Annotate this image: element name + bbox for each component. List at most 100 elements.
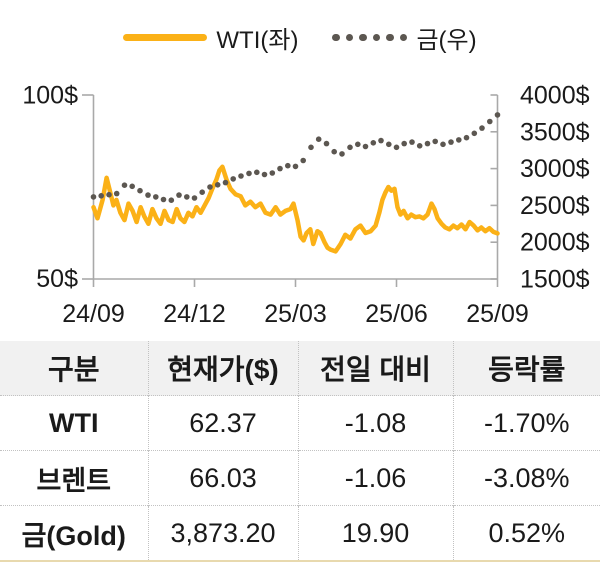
gold-dot — [168, 197, 175, 203]
gold-dot — [292, 163, 299, 170]
daily-change: -1.06 — [297, 450, 453, 506]
change-rate: 0.52% — [452, 505, 600, 561]
x-axis-label: 25/06 — [365, 300, 428, 328]
gold-dot — [339, 151, 345, 157]
table-row-wti: WTI 62.37 -1.08 -1.70% — [0, 395, 600, 451]
gold-legend-dot — [399, 33, 408, 42]
col-header-category: 구분 — [0, 341, 148, 396]
gold-dot — [129, 183, 135, 190]
current-price: 3,873.20 — [147, 505, 298, 561]
gold-legend-dot — [345, 33, 354, 42]
gold-dot — [331, 148, 338, 155]
left-axis-label-max: 100$ — [22, 82, 78, 110]
legend-item-wti: WTI(좌) — [123, 20, 298, 55]
chart-legend: WTI(좌) 금(우) — [0, 20, 600, 55]
legend-item-gold: 금(우) — [332, 20, 477, 55]
col-header-daily-change: 전일 대비 — [297, 341, 453, 396]
daily-change: -1.08 — [297, 395, 453, 451]
gold-dot — [494, 112, 501, 118]
wti-gold-chart: 100$ 50$ 4000$ 3500$ 3000$ 2500$ 2000$ 1… — [22, 82, 590, 329]
gold-dot — [246, 170, 252, 177]
right-axis-label: 4000$ — [520, 82, 590, 110]
gold-dot — [285, 162, 291, 169]
x-axis-label: 24/09 — [62, 300, 125, 328]
table-row-brent: 브렌트 66.03 -1.06 -3.08% — [0, 450, 600, 506]
gold-legend-dot — [359, 33, 367, 42]
x-axis-label: 24/12 — [163, 300, 226, 328]
gold-dot — [479, 125, 485, 131]
right-axis-label: 2000$ — [520, 229, 590, 257]
col-header-change-rate: 등락률 — [452, 341, 600, 396]
gold-dot — [401, 140, 408, 147]
gold-dot — [300, 157, 307, 164]
gold-dot — [106, 191, 112, 198]
gold-dot — [153, 194, 159, 200]
right-axis-label: 1500$ — [520, 266, 590, 294]
col-header-current-price: 현재가($) — [147, 341, 298, 396]
gold-dot — [253, 169, 260, 176]
gold-dot — [277, 165, 283, 172]
gold-dot — [456, 137, 462, 143]
gold-dot — [269, 170, 276, 176]
gold-dot — [207, 184, 213, 190]
gold-dot — [191, 195, 198, 201]
comparison-table: 구분 현재가($) 전일 대비 등락률 WTI 62.37 -1.08 -1.7… — [0, 341, 600, 562]
table-header-row: 구분 현재가($) 전일 대비 등락률 — [0, 341, 600, 396]
gold-dot — [424, 140, 431, 147]
gold-dot — [199, 189, 205, 195]
gold-dot — [238, 173, 244, 179]
table-row-gold: 금(Gold) 3,873.20 19.90 0.52% — [0, 505, 600, 561]
gold-dot — [416, 143, 423, 149]
gold-dot — [160, 196, 167, 203]
gold-dot — [487, 118, 493, 125]
gold-dots — [90, 112, 501, 203]
gold-legend-dot — [386, 33, 394, 42]
gold-dot — [347, 144, 353, 151]
gold-dot — [386, 141, 392, 148]
gold-legend-dot — [372, 33, 381, 42]
gold-dot — [214, 182, 221, 188]
left-axis-label-min: 50$ — [36, 265, 78, 293]
gold-dot — [121, 182, 128, 188]
legend-label-wti: WTI(좌) — [216, 27, 299, 54]
gold-dot — [440, 141, 446, 148]
gold-dot — [308, 144, 314, 151]
x-axis-label: 25/09 — [466, 300, 529, 328]
gold-dot — [370, 140, 377, 146]
gold-dot — [145, 192, 151, 198]
gold-dot — [98, 193, 104, 199]
gold-dot — [393, 144, 400, 151]
change-rate: -1.70% — [452, 395, 600, 451]
gold-dot — [409, 139, 415, 145]
gold-dot — [355, 141, 361, 148]
wti-line-swatch — [123, 34, 208, 41]
x-axis-label: 25/03 — [264, 300, 327, 328]
right-axis-label: 2500$ — [520, 192, 590, 220]
gold-dot — [448, 139, 454, 145]
gold-dot — [463, 134, 470, 141]
gold-dot — [113, 190, 120, 197]
row-label: WTI — [0, 395, 148, 451]
gold-dot — [362, 143, 369, 150]
gold-dot — [222, 179, 229, 186]
daily-change: 19.90 — [297, 505, 453, 561]
right-axis-label: 3500$ — [520, 118, 590, 146]
gold-dot — [261, 171, 268, 178]
gold-dot — [471, 130, 478, 137]
gold-dot — [176, 192, 182, 198]
row-label: 금(Gold) — [0, 505, 148, 561]
current-price: 66.03 — [147, 450, 298, 506]
gold-dot — [90, 194, 97, 200]
gold-dot — [230, 176, 236, 182]
gold-dot — [315, 136, 322, 142]
gold-dot — [432, 138, 439, 145]
current-price: 62.37 — [147, 395, 298, 451]
gold-dot — [137, 187, 143, 194]
change-rate: -3.08% — [452, 450, 600, 506]
wti-line — [91, 164, 500, 254]
gold-dot — [184, 194, 190, 200]
gold-dot — [323, 140, 330, 147]
row-label: 브렌트 — [0, 450, 148, 506]
gold-dot — [378, 137, 384, 144]
